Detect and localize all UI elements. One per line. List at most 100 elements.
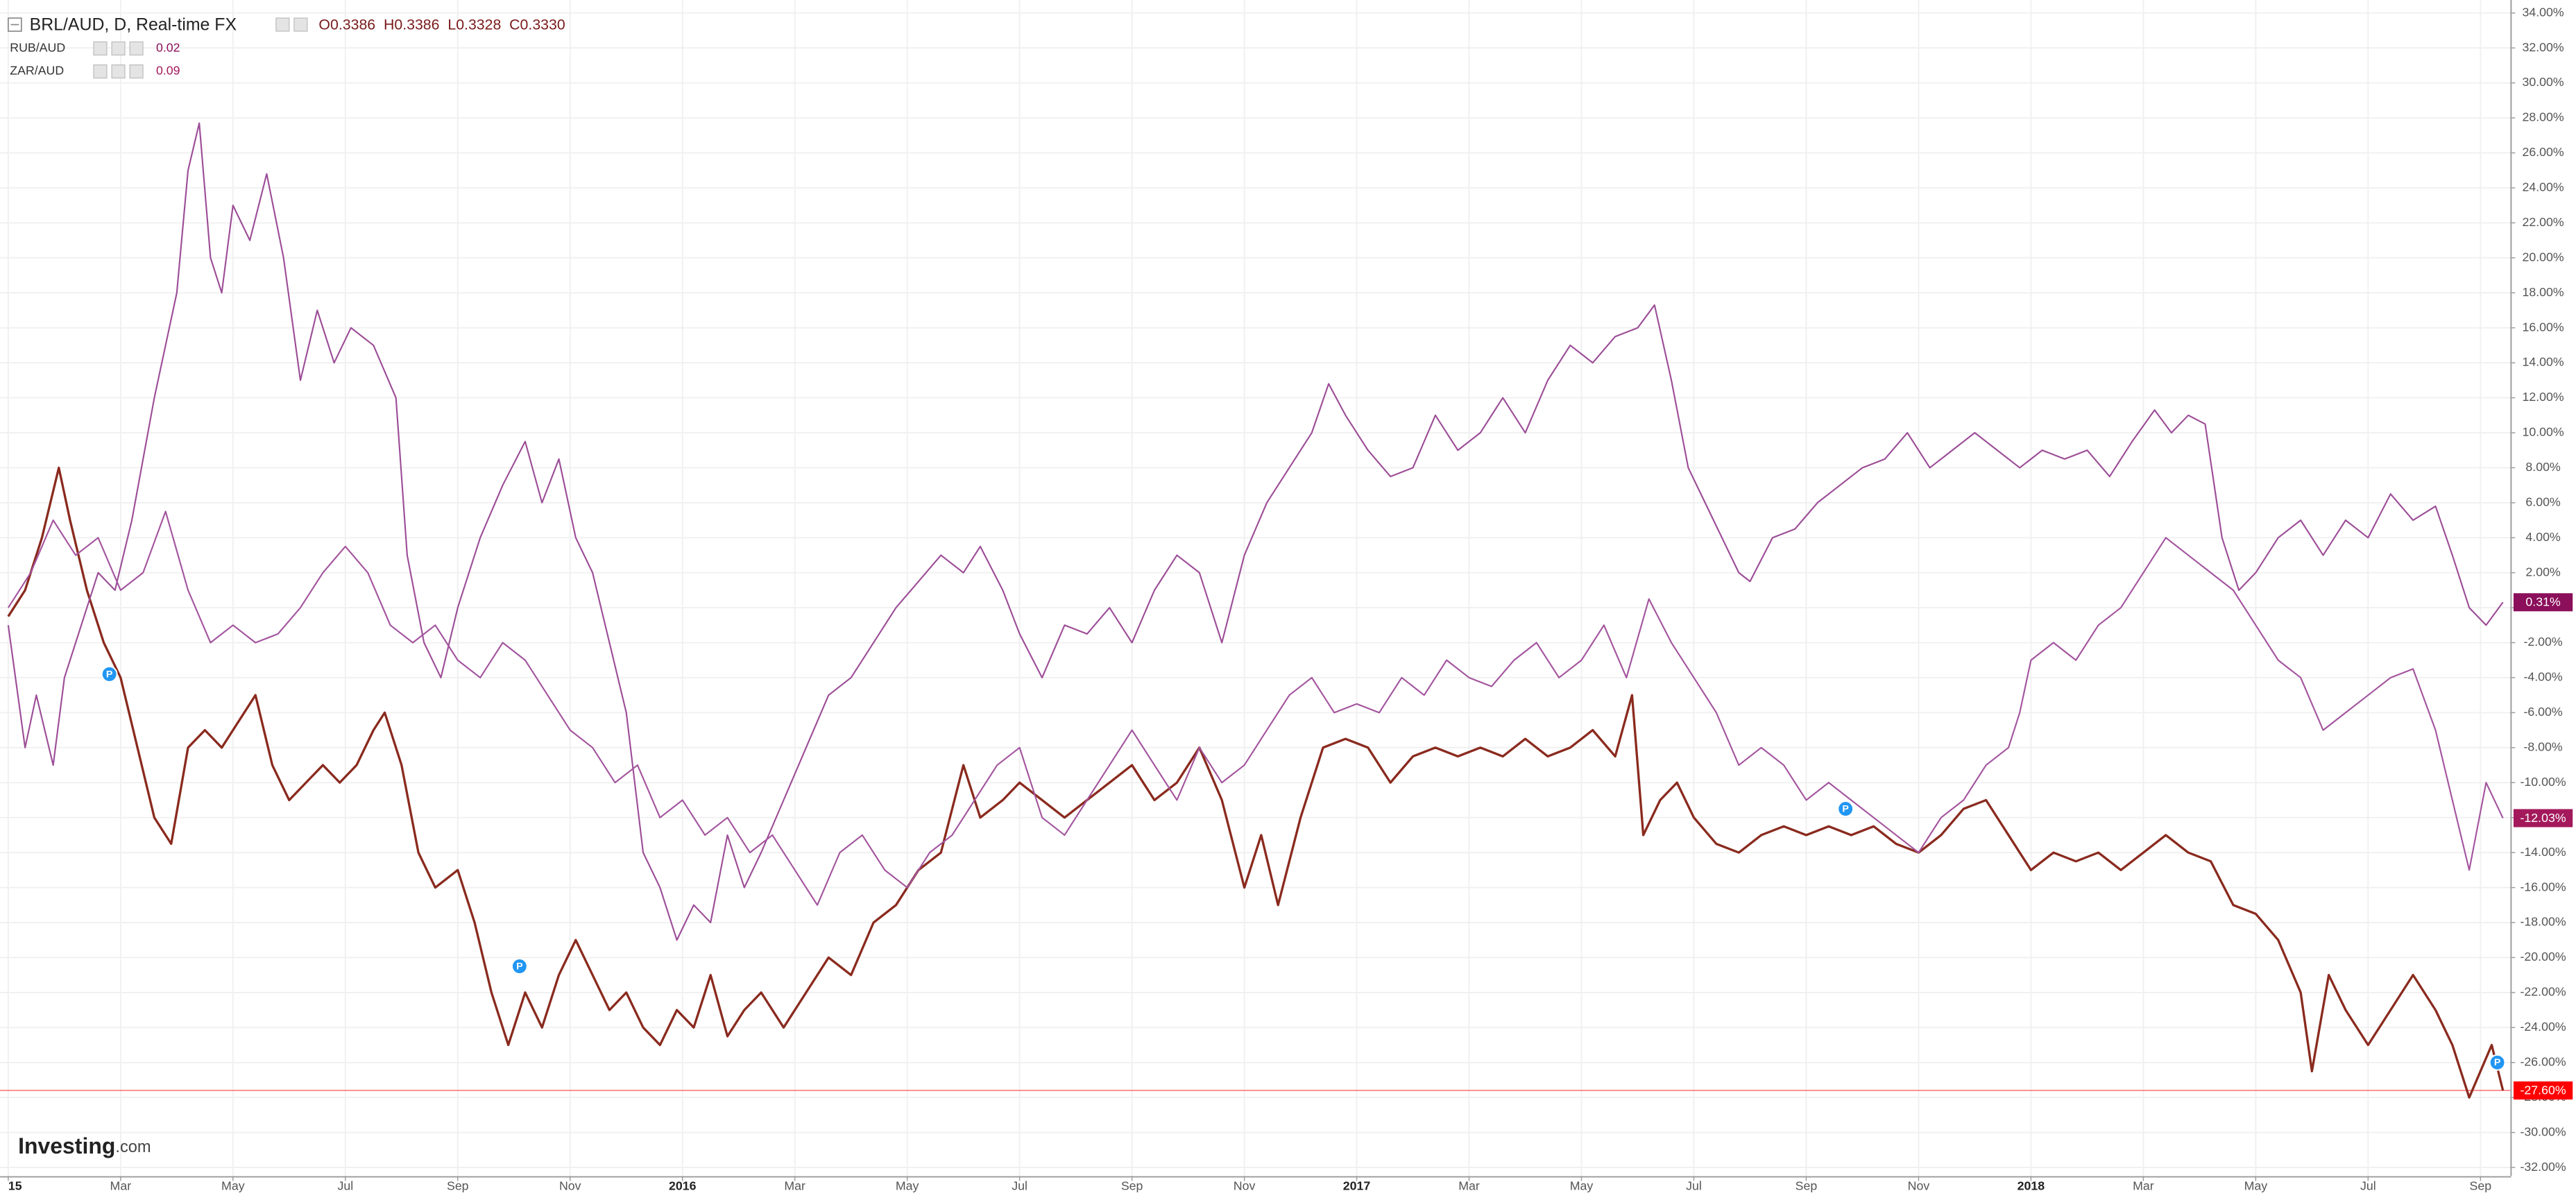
- y-tick-label: 24.00%: [2522, 180, 2564, 194]
- x-tick-label: Sep: [1795, 1179, 1818, 1193]
- x-tick-label: Jul: [2360, 1179, 2376, 1193]
- series-line: [7, 466, 2505, 1099]
- legend-icon: [129, 64, 144, 79]
- last-value-box: [2513, 593, 2573, 612]
- x-tick-label: Mar: [784, 1179, 805, 1193]
- hide-icon[interactable]: [293, 17, 308, 32]
- x-tick-label: Mar: [110, 1179, 132, 1193]
- subtitle: , D, Real-time FX: [104, 15, 237, 34]
- y-tick-label: 8.00%: [2525, 460, 2561, 474]
- y-tick-label: 16.00%: [2522, 320, 2564, 334]
- y-tick-label: -8.00%: [2523, 740, 2562, 754]
- brand-domain: .com: [115, 1138, 151, 1156]
- ohlc-values: O0.3386 H0.3386 L0.3328 C0.3330: [318, 16, 565, 33]
- x-tick-label: May: [896, 1179, 919, 1193]
- event-label: P: [516, 961, 522, 972]
- brand-name: Investing.com: [18, 1134, 151, 1159]
- y-tick-label: 20.00%: [2522, 250, 2564, 264]
- legend-icon: [111, 64, 126, 79]
- y-tick-label: 4.00%: [2525, 530, 2561, 544]
- last-value-label: -27.60%: [2520, 1083, 2566, 1097]
- y-tick-label: -18.00%: [2520, 915, 2566, 929]
- y-tick-label: 30.00%: [2522, 75, 2564, 89]
- settings-icon[interactable]: [275, 17, 290, 32]
- last-value-label: -12.03%: [2520, 811, 2566, 825]
- x-tick-label: Jul: [1012, 1179, 1027, 1193]
- legend-value: 0.09: [156, 64, 180, 78]
- legend-icon: [111, 41, 126, 55]
- x-tick-label: Mar: [2133, 1179, 2154, 1193]
- x-tick-label: 2018: [2018, 1179, 2045, 1193]
- y-tick-label: -24.00%: [2520, 1020, 2566, 1034]
- y-tick-label: -20.00%: [2520, 950, 2566, 963]
- y-tick-label: 22.00%: [2522, 215, 2564, 229]
- event-marker: [1837, 800, 1854, 817]
- legend-icon: [93, 41, 108, 55]
- y-tick-label: -16.00%: [2520, 880, 2566, 893]
- y-tick-label: 6.00%: [2525, 495, 2561, 508]
- legend-name[interactable]: RUB/AUD: [10, 41, 65, 55]
- y-tick-label: 2.00%: [2525, 565, 2561, 578]
- x-tick-label: May: [221, 1179, 245, 1193]
- y-tick-label: 28.00%: [2522, 110, 2564, 124]
- y-tick-label: -4.00%: [2523, 670, 2562, 684]
- x-tick-label: Mar: [1458, 1179, 1480, 1193]
- header: BRL/AUD, D, Real-time FX O0.3386 H0.3386 L…: [8, 15, 565, 34]
- legend-icon: [129, 41, 144, 55]
- event-marker: [2489, 1054, 2506, 1071]
- series-line: [7, 511, 2504, 906]
- collapse-icon[interactable]: [8, 17, 22, 32]
- x-tick-label: Nov: [1908, 1179, 1930, 1193]
- y-tick-label: 12.00%: [2522, 390, 2564, 404]
- series-line: [7, 122, 2504, 941]
- watermark: Investing.com: [18, 1134, 151, 1159]
- y-tick-label: 14.00%: [2522, 355, 2564, 369]
- x-tick-label: Jul: [1686, 1179, 1702, 1193]
- y-tick-label: -2.00%: [2523, 635, 2562, 649]
- ohlc-value: H0.3386: [384, 16, 440, 33]
- last-value-box: [2513, 809, 2573, 828]
- x-tick-label: 2016: [669, 1179, 697, 1193]
- x-tick-label: Nov: [1234, 1179, 1256, 1193]
- ohlc-value: O0.3386: [318, 16, 375, 33]
- last-value-box: [2513, 1081, 2573, 1100]
- ohlc-value: L0.3328: [447, 16, 501, 33]
- x-tick-label: May: [2244, 1179, 2268, 1193]
- series-name: BRL/AUD: [30, 15, 105, 34]
- y-tick-label: -30.00%: [2520, 1124, 2566, 1138]
- event-marker: [101, 666, 118, 683]
- y-tick-label: -22.00%: [2520, 985, 2566, 999]
- x-tick-label: Nov: [559, 1179, 581, 1193]
- axes: 34.00% 32.00% 30.00% 28.00% 26.00% 24.00% 22.0…: [8, 5, 2573, 1193]
- event-marker: [511, 958, 528, 975]
- last-value-label: 0.31%: [2525, 595, 2561, 609]
- plot: P P P P: [0, 122, 2511, 1099]
- brand-name: Investing: [18, 1134, 115, 1159]
- x-tick-label: 15: [8, 1179, 22, 1193]
- y-tick-label: 10.00%: [2522, 425, 2564, 439]
- y-tick-label: 18.00%: [2522, 285, 2564, 299]
- y-tick-label: -10.00%: [2520, 775, 2566, 789]
- legend: RUB/AUD 0.02 ZAR/AUD 0.09: [10, 41, 180, 79]
- legend-icon: [93, 64, 108, 79]
- y-tick-label: -14.00%: [2520, 845, 2566, 859]
- x-tick-label: Sep: [1121, 1179, 1143, 1193]
- y-tick-label: 34.00%: [2522, 5, 2564, 19]
- y-tick-label: -6.00%: [2523, 705, 2562, 719]
- x-tick-label: May: [1570, 1179, 1594, 1193]
- y-tick-label: 32.00%: [2522, 40, 2564, 54]
- ohlc-value: C0.3330: [509, 16, 565, 33]
- event-label: P: [106, 669, 112, 680]
- x-tick-label: Sep: [2470, 1179, 2492, 1193]
- y-tick-label: 26.00%: [2522, 145, 2564, 159]
- y-tick-label: -32.00%: [2520, 1160, 2566, 1174]
- event-label: P: [2494, 1057, 2500, 1068]
- y-tick-label: -26.00%: [2520, 1054, 2566, 1068]
- x-tick-label: Jul: [337, 1179, 353, 1193]
- main-series-header[interactable]: BRL/AUD, D, Real-time FX: [30, 15, 237, 34]
- x-tick-label: Sep: [447, 1179, 469, 1193]
- legend-name[interactable]: ZAR/AUD: [10, 64, 64, 78]
- legend-value: 0.02: [156, 41, 180, 55]
